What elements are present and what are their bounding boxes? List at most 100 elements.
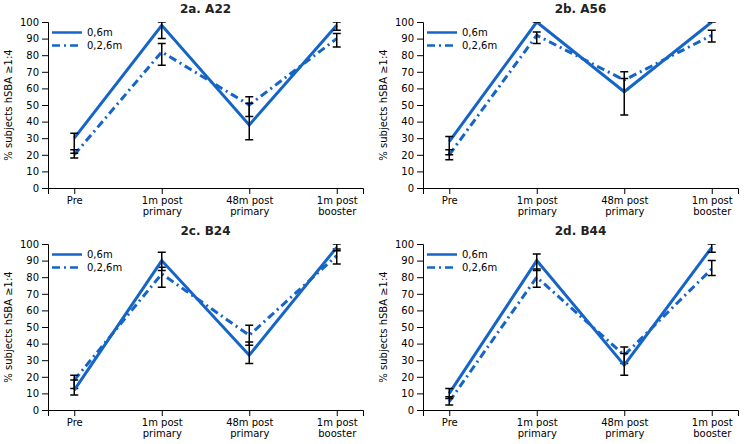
legend-swatch (427, 44, 457, 47)
y-tick: 70 (26, 289, 48, 300)
x-tick: 1m postbooster (692, 410, 733, 439)
error-bar (708, 30, 716, 42)
y-tick-mark (417, 39, 423, 40)
y-tick-label: 30 (401, 355, 414, 366)
y-tick-label: 40 (401, 338, 414, 349)
error-bar (333, 34, 341, 47)
y-tick: 60 (401, 83, 423, 94)
x-tick-label-line: primary (143, 206, 182, 217)
x-axis: Pre1m postprimary48m postprimary1m postb… (49, 188, 364, 217)
y-tick-mark (417, 22, 423, 23)
x-tick: 48m postprimary (601, 188, 648, 217)
y-tick-mark (417, 171, 423, 172)
panel: 0102030405060708090100Pre1m postprimary4… (378, 2, 739, 217)
y-tick-mark (417, 327, 423, 328)
error-bar (533, 254, 541, 271)
y-tick-mark (417, 122, 423, 123)
x-tick-mark (712, 188, 713, 194)
y-tick: 30 (401, 133, 423, 144)
y-tick-label: 30 (401, 133, 414, 144)
y-tick-label: 70 (26, 67, 39, 78)
y-tick: 70 (401, 67, 423, 78)
y-tick-label: 30 (26, 355, 39, 366)
legend-label: 0,2,6m (462, 262, 497, 273)
y-tick: 80 (26, 272, 48, 283)
x-tick-label-line: primary (230, 206, 269, 217)
y-tick-label: 0 (33, 405, 39, 416)
y-axis-line (42, 245, 49, 411)
y-axis-line (42, 23, 49, 189)
x-tick: Pre (67, 410, 83, 428)
y-tick-label: 0 (408, 405, 414, 416)
x-tick-label: 1m postprimary (142, 417, 183, 439)
x-tick: 1m postbooster (317, 410, 358, 439)
y-tick-label: 60 (26, 83, 39, 94)
y-tick: 10 (26, 166, 48, 177)
y-tick: 30 (26, 355, 48, 366)
x-tick-label: 48m postprimary (601, 195, 648, 217)
y-tick: 100 (395, 239, 423, 250)
x-tick-label-line: 1m post (517, 195, 558, 206)
x-tick-label-line: 1m post (692, 417, 733, 428)
y-tick: 40 (401, 116, 423, 127)
y-tick-mark (42, 22, 48, 23)
x-tick-mark (162, 410, 163, 416)
plot-area (70, 22, 341, 158)
y-tick: 30 (401, 355, 423, 366)
x-tick-mark (712, 410, 713, 416)
y-axis-title: % subjects hSBA ≥1:4 (378, 271, 389, 382)
x-tick-label: Pre (442, 195, 458, 206)
y-tick-mark (42, 72, 48, 73)
x-tick-mark (449, 410, 450, 416)
error-bar (533, 22, 541, 23)
x-tick-label: 1m postprimary (517, 417, 558, 439)
error-bar (533, 32, 541, 44)
x-axis-line (49, 189, 364, 195)
legend-item: 0,6m (52, 27, 113, 38)
legend-swatch (52, 44, 82, 47)
y-tick-mark (417, 277, 423, 278)
y-tick-label: 80 (401, 272, 414, 283)
x-tick-label-line: 48m post (601, 195, 648, 206)
error-bar (708, 22, 716, 23)
legend-swatch (427, 31, 457, 34)
y-tick-mark (42, 344, 48, 345)
legend: 0,6m0,2,6m (427, 27, 497, 51)
y-tick-mark (42, 55, 48, 56)
y-tick-label: 90 (26, 33, 39, 44)
panel: 0102030405060708090100Pre1m postprimary4… (3, 224, 364, 439)
panel: 0102030405060708090100Pre1m postprimary4… (378, 224, 739, 439)
y-tick-label: 20 (26, 150, 39, 161)
x-tick-label: 1m postprimary (517, 195, 558, 217)
y-tick-mark (42, 377, 48, 378)
x-tick-label-line: primary (605, 428, 644, 439)
y-tick-mark (417, 360, 423, 361)
y-tick-mark (42, 277, 48, 278)
y-tick-mark (417, 55, 423, 56)
error-bar (245, 103, 253, 140)
x-tick-mark (74, 188, 75, 194)
y-tick-label: 50 (401, 100, 414, 111)
panel-title: 2c. B24 (180, 224, 230, 238)
x-tick-label-line: 1m post (142, 417, 183, 428)
y-tick-mark (42, 188, 48, 189)
x-axis-line (49, 411, 364, 417)
x-tick-label-line: 1m post (692, 195, 733, 206)
x-tick: 1m postbooster (317, 188, 358, 217)
y-tick-label: 10 (26, 166, 39, 177)
error-bar (70, 133, 78, 153)
y-tick: 0 (33, 405, 48, 416)
y-tick: 100 (395, 17, 423, 28)
y-tick-label: 0 (408, 183, 414, 194)
legend-item: 0,2,6m (52, 262, 122, 273)
y-tick-label: 40 (401, 116, 414, 127)
y-tick-mark (42, 244, 48, 245)
y-tick-mark (42, 261, 48, 262)
y-tick-label: 60 (401, 305, 414, 316)
y-tick: 10 (401, 388, 423, 399)
y-tick-mark (42, 327, 48, 328)
y-tick-label: 70 (401, 289, 414, 300)
panel-title: 2d. B44 (555, 224, 607, 238)
y-tick-label: 20 (401, 150, 414, 161)
y-tick: 50 (401, 322, 423, 333)
